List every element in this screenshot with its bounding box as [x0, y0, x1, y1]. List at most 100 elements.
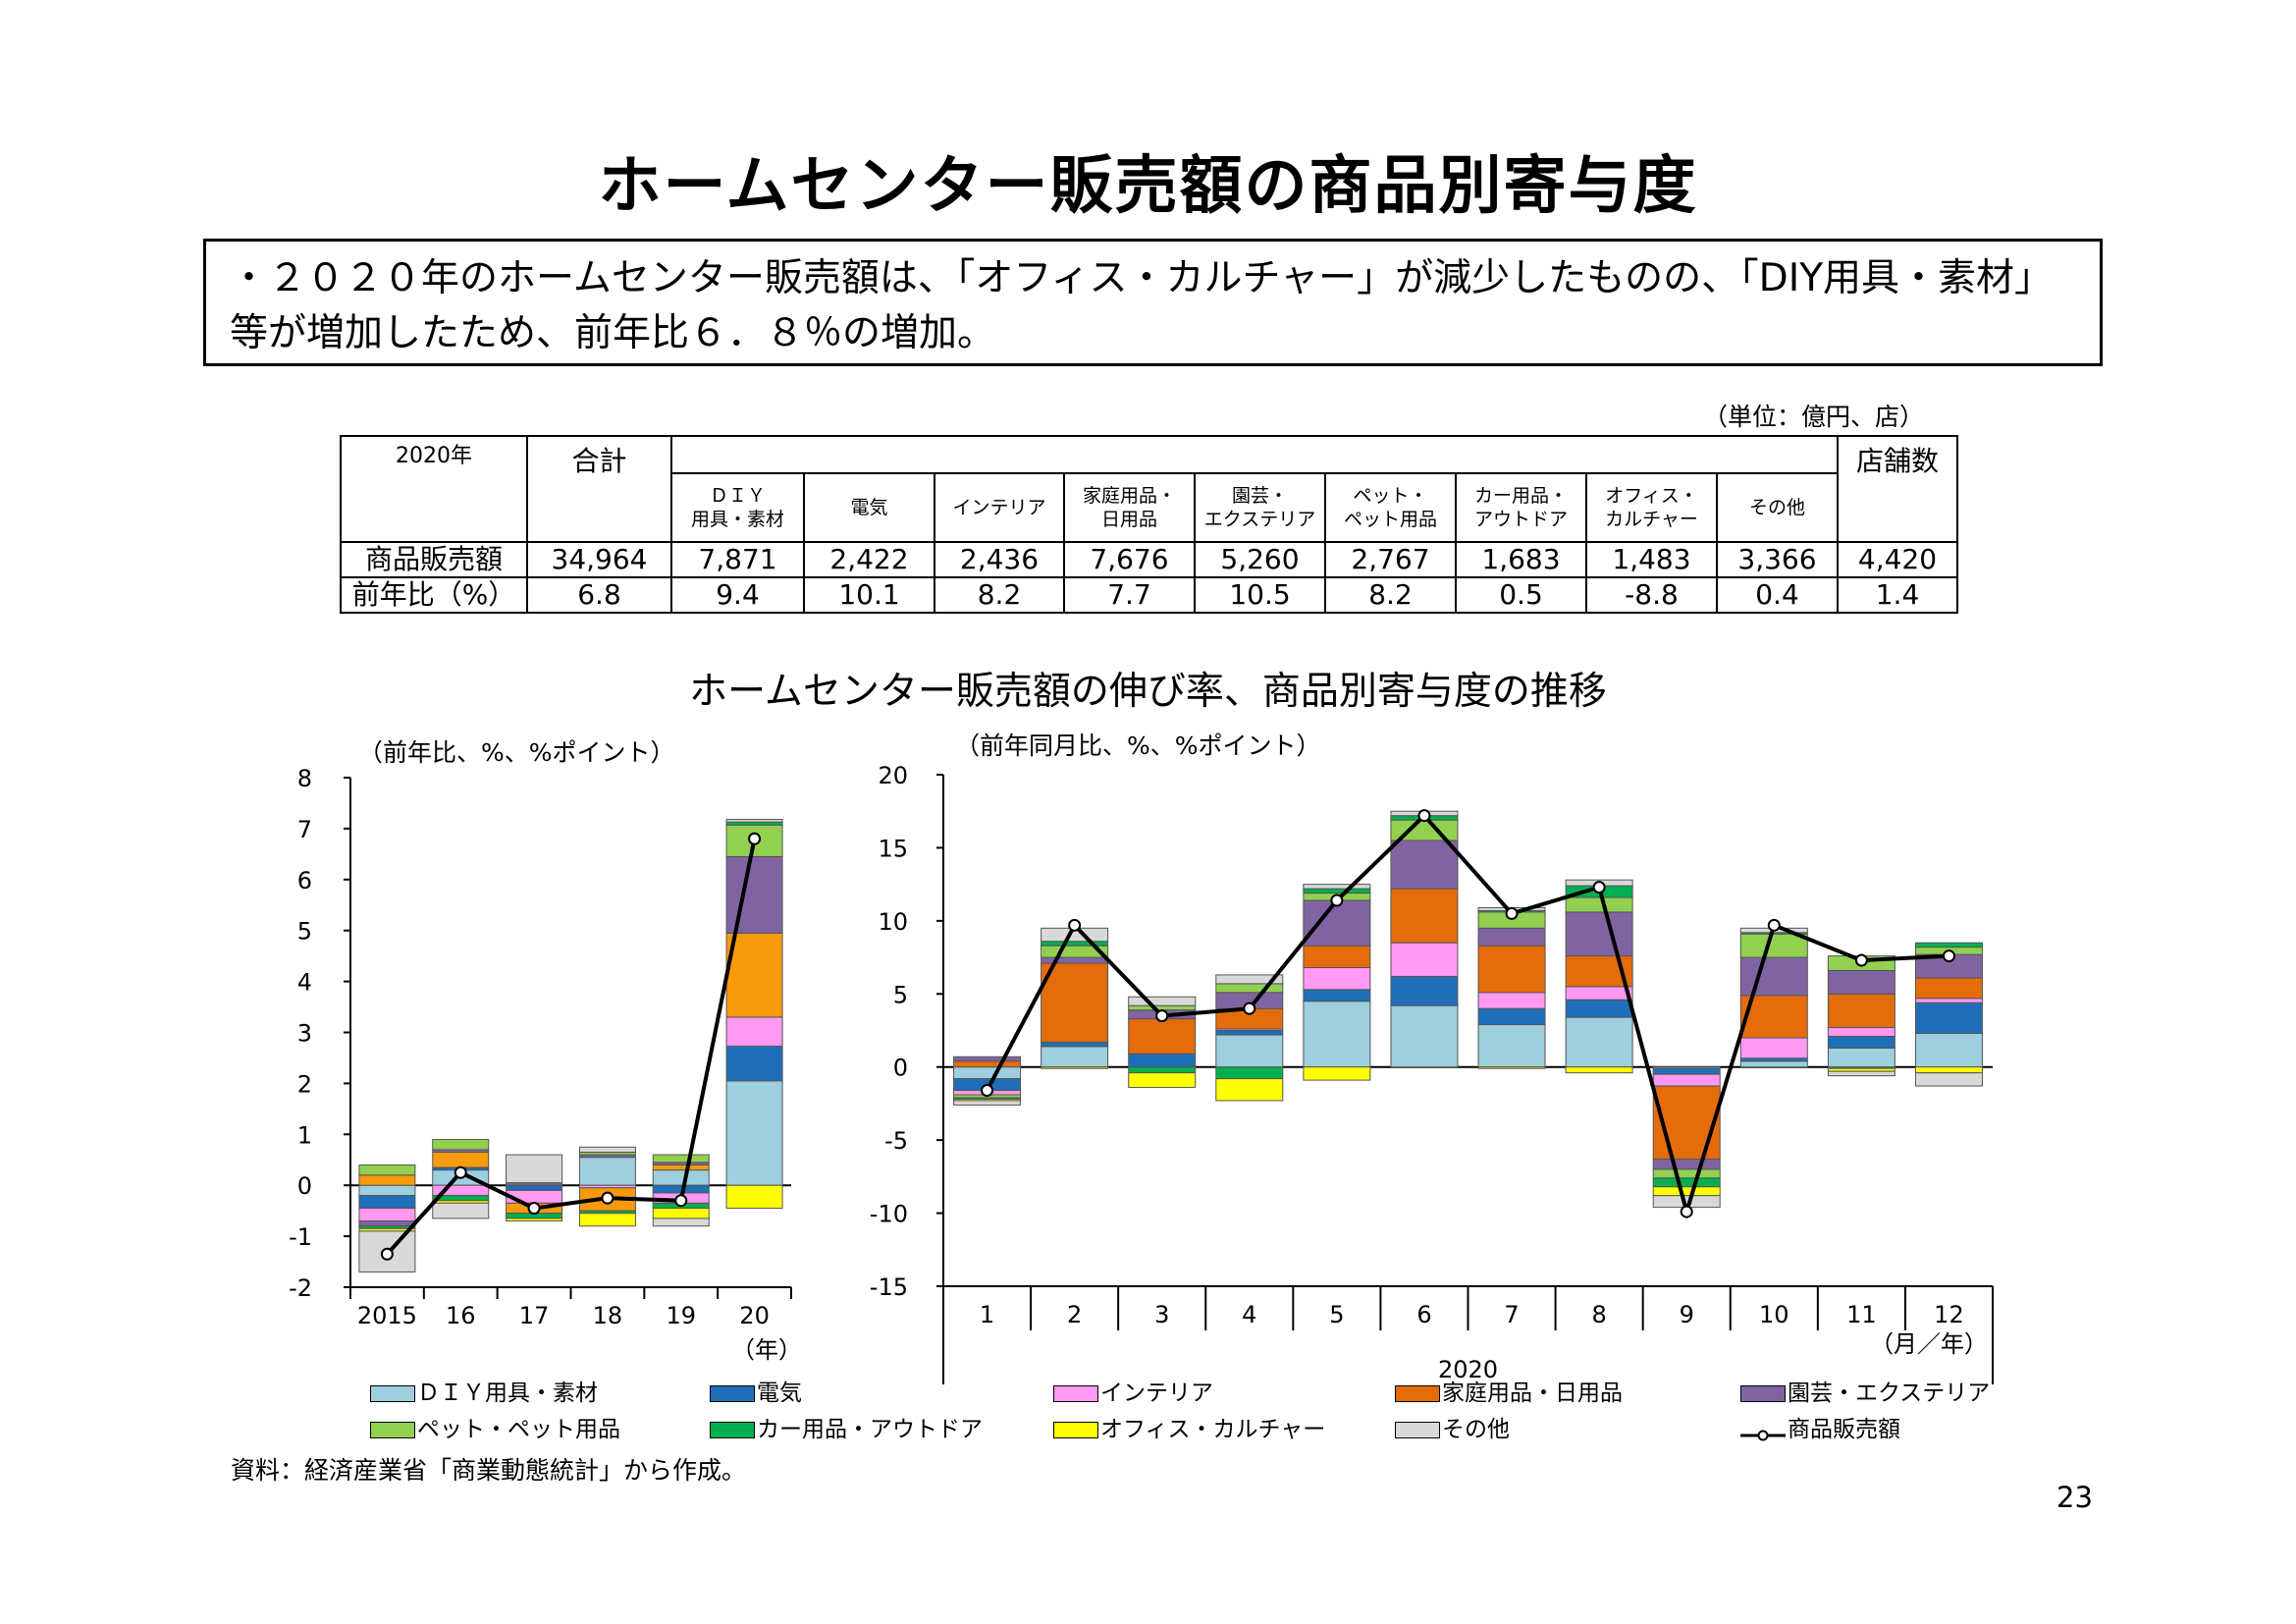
bar-segment-diy	[578, 1157, 636, 1186]
table-header-category: 電気	[803, 472, 935, 543]
bar-segment-denki	[1128, 1053, 1197, 1068]
bar-segment-denki	[358, 1195, 416, 1210]
legend-item-line: 商品販売額	[1740, 1415, 1900, 1444]
sales-table: 2020年 合計 店舗数 ＤＩＹ 用具・素材 電気 インテリア 家庭用品・ 日用品 園芸・エ…	[340, 435, 1958, 614]
bar-segment-diy	[725, 1080, 783, 1186]
y-tick-label: 5	[297, 918, 312, 946]
bar-segment-denki	[1303, 989, 1371, 1002]
legend-label: 電気	[757, 1380, 802, 1406]
bar-segment-engei	[1477, 927, 1546, 947]
bar-segment-other	[1303, 884, 1371, 890]
legend-label: 家庭用品・日用品	[1442, 1380, 1623, 1406]
legend-swatch	[1053, 1385, 1098, 1402]
sales-line-point	[1330, 893, 1344, 907]
x-tick-label: 2	[1067, 1301, 1082, 1328]
table-cell: 2,422	[803, 541, 935, 578]
bar-segment-pet	[1128, 1004, 1197, 1011]
bar-segment-katei	[1390, 888, 1459, 944]
legend-item-other: その他	[1395, 1415, 1510, 1444]
summary-box: ・２０２０年のホームセンター販売額は、「オフィス・カルチャー」が減少したものの、…	[203, 239, 2103, 366]
bar-segment-denki	[1652, 1067, 1721, 1075]
x-tick-label: 10	[1759, 1301, 1789, 1328]
legend-swatch	[1395, 1385, 1440, 1402]
x-tick-label: 12	[1934, 1301, 1964, 1328]
bar-segment-car	[1128, 1066, 1197, 1074]
bar-segment-denki	[506, 1184, 563, 1191]
legend-label: 商品販売額	[1788, 1417, 1900, 1442]
y-tick-label: 20	[878, 762, 908, 789]
sales-line-point	[1680, 1205, 1693, 1218]
bar-segment-engei	[725, 855, 783, 934]
bar-segment-katei	[1128, 1018, 1197, 1055]
bar-segment-pet	[358, 1164, 416, 1176]
bar-segment-katei	[1303, 945, 1371, 968]
y-tick-label: 5	[893, 981, 908, 1008]
bar-segment-other	[953, 1100, 1022, 1106]
sales-line-point	[981, 1084, 994, 1098]
bar-segment-diy	[1041, 1046, 1109, 1068]
bar-segment-other	[725, 819, 783, 823]
bar-segment-pet	[1215, 983, 1284, 994]
y-tick-label: 15	[878, 835, 908, 862]
bar-segment-other	[1827, 1070, 1896, 1077]
table-unit-note: （単位：億円、店）	[1702, 403, 1924, 431]
y-tick-label: 0	[297, 1172, 312, 1200]
bar-segment-interior	[1477, 992, 1546, 1009]
y-tick-label: 6	[297, 867, 312, 894]
sales-line-point	[1155, 1009, 1169, 1023]
bar-segment-diy	[1390, 1004, 1459, 1068]
bar-segment-katei	[358, 1174, 416, 1186]
legend-item-katei: 家庭用品・日用品	[1395, 1379, 1623, 1408]
x-tick-label: 6	[1416, 1301, 1431, 1328]
sales-line	[385, 838, 757, 1256]
table-cell: 2,436	[934, 541, 1065, 578]
bar-segment-other	[1914, 1072, 1983, 1087]
bar-segment-other	[1215, 974, 1284, 985]
table-header-category: 園芸・ エクステリア	[1194, 472, 1326, 543]
x-group-label: 2020	[1438, 1356, 1498, 1383]
sales-line-point	[1767, 918, 1781, 932]
bar-segment-diy	[953, 1066, 1022, 1080]
sales-line-point	[380, 1247, 394, 1261]
bar-segment-interior	[1565, 986, 1633, 1001]
table-cell: 2,767	[1324, 541, 1457, 578]
legend-swatch	[1740, 1385, 1786, 1402]
bar-segment-diy	[1739, 1060, 1808, 1068]
legend-label: 園芸・エクステリア	[1788, 1380, 1991, 1406]
table-cell: 7,676	[1063, 541, 1196, 578]
bar-segment-pet	[1565, 896, 1633, 913]
y-tick-label: -1	[289, 1223, 312, 1251]
bar-segment-engei	[358, 1220, 416, 1227]
bar-segment-denki	[1477, 1007, 1546, 1026]
bar-segment-office	[1477, 1066, 1546, 1069]
chart-unit-label: （前年比、%、%ポイント）	[358, 738, 675, 767]
sales-line-point	[1854, 953, 1868, 967]
bar-segment-engei	[953, 1056, 1022, 1062]
source-note: 資料：経済産業省「商業動態統計」から作成。	[231, 1456, 747, 1485]
y-tick-label: -15	[870, 1273, 908, 1301]
sales-line	[985, 812, 1949, 1219]
x-tick-label: 4	[1242, 1301, 1256, 1328]
y-tick-label: -2	[289, 1274, 312, 1302]
x-tick-label: 11	[1846, 1301, 1877, 1328]
table-cell: 1,683	[1455, 541, 1587, 578]
y-tick-label: 8	[297, 765, 312, 792]
table-cell-stores: 1.4	[1837, 576, 1958, 614]
legend-swatch	[370, 1385, 415, 1402]
table-cell: 0.4	[1716, 576, 1839, 614]
bar-segment-office	[725, 1184, 783, 1210]
bar-segment-interior	[358, 1208, 416, 1222]
bar-segment-denki	[1041, 1041, 1109, 1048]
bar-segment-car	[1303, 888, 1371, 894]
bar-segment-interior	[1652, 1073, 1721, 1087]
bar-segment-diy	[652, 1169, 710, 1186]
bar-segment-engei	[1041, 956, 1109, 964]
bar-segment-pet	[1652, 1168, 1721, 1179]
x-tick-label: 9	[1680, 1301, 1694, 1328]
summary-text: ・２０２０年のホームセンター販売額は、「オフィス・カルチャー」が減少したものの、…	[230, 256, 2054, 355]
bar-segment-diy	[1303, 1001, 1371, 1068]
sales-line-point	[454, 1165, 467, 1179]
table-cell-total: 6.8	[526, 576, 672, 614]
x-tick-label: 3	[1154, 1301, 1169, 1328]
